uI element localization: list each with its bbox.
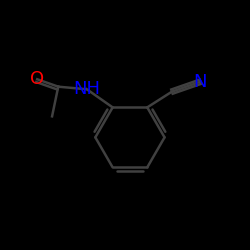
- Text: NH: NH: [73, 80, 100, 98]
- Text: N: N: [194, 73, 207, 91]
- Text: O: O: [30, 70, 44, 88]
